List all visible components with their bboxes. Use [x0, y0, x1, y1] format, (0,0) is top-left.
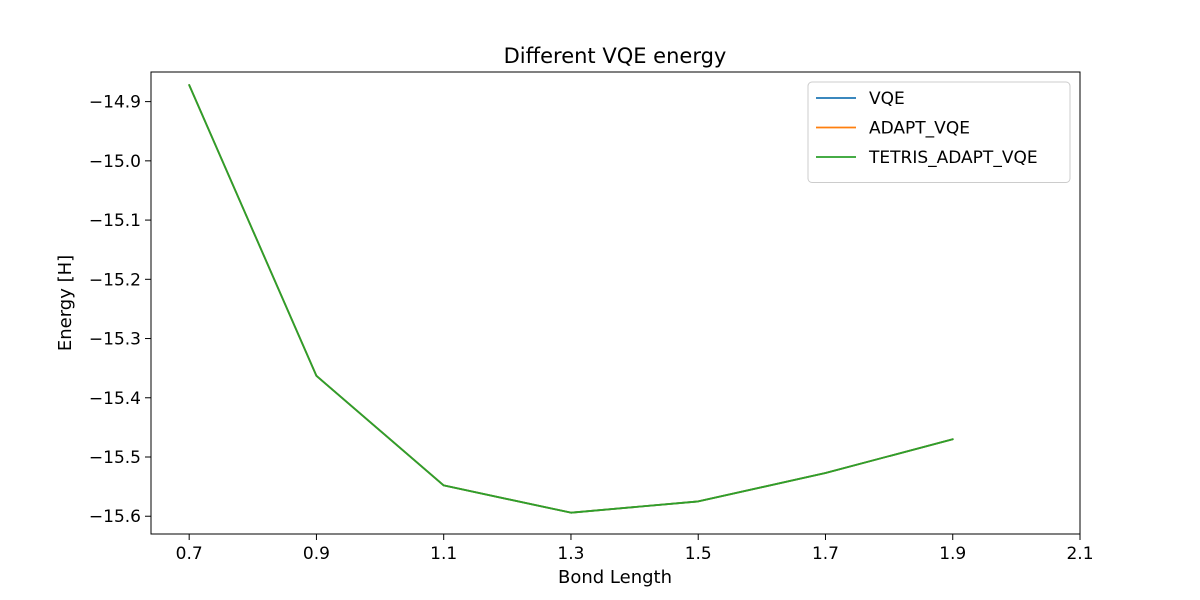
y-axis-ticks: −14.9 −15.0 −15.1 −15.2 −15.3 −15.4 −15.5 −15.6: [89, 93, 151, 527]
series-layer: [188, 84, 954, 514]
legend-label: VQE: [869, 89, 905, 109]
legend-label: ADAPT_VQE: [869, 119, 970, 139]
x-tick-label: 2.1: [1066, 544, 1093, 564]
x-axis-ticks: 0.7 0.9 1.1 1.3 1.5 1.7 1.9 2.1: [176, 534, 1094, 564]
y-tick-label: −15.5: [89, 448, 141, 468]
chart-title: Different VQE energy: [504, 44, 727, 68]
y-tick-label: −15.2: [89, 270, 141, 290]
legend-label: TETRIS_ADAPT_VQE: [868, 148, 1038, 168]
y-tick-label: −14.9: [89, 93, 141, 113]
y-axis-label: Energy [H]: [55, 255, 76, 351]
y-tick-label: −15.6: [89, 507, 141, 527]
x-axis-label: Bond Length: [558, 567, 672, 588]
legend-items: VQE ADAPT_VQE TETRIS_ADAPT_VQE: [816, 89, 1038, 168]
y-tick-label: −15.0: [89, 152, 141, 172]
x-tick-label: 1.5: [685, 544, 712, 564]
legend-item: ADAPT_VQE: [816, 119, 970, 139]
series-line-tetris-adapt-vqe: [188, 84, 954, 514]
legend-item: TETRIS_ADAPT_VQE: [816, 148, 1038, 168]
legend: VQE ADAPT_VQE TETRIS_ADAPT_VQE: [807, 81, 1071, 183]
x-tick-label: 0.7: [176, 544, 203, 564]
plot-frame: [150, 71, 1081, 535]
y-tick-label: −15.4: [89, 389, 141, 409]
x-tick-label: 1.9: [939, 544, 966, 564]
x-tick-label: 1.7: [812, 544, 839, 564]
y-tick-label: −15.1: [89, 211, 141, 231]
plot-area: 0.7 0.9 1.1 1.3 1.5 1.7 1.9 2.1 −14.9 −15.0 −15.1…: [89, 71, 1094, 564]
legend-item: VQE: [816, 89, 905, 109]
x-tick-label: 1.1: [430, 544, 457, 564]
x-tick-label: 1.3: [557, 544, 584, 564]
y-tick-label: −15.3: [89, 330, 141, 350]
legend-box: [807, 81, 1071, 183]
x-tick-label: 0.9: [303, 544, 330, 564]
